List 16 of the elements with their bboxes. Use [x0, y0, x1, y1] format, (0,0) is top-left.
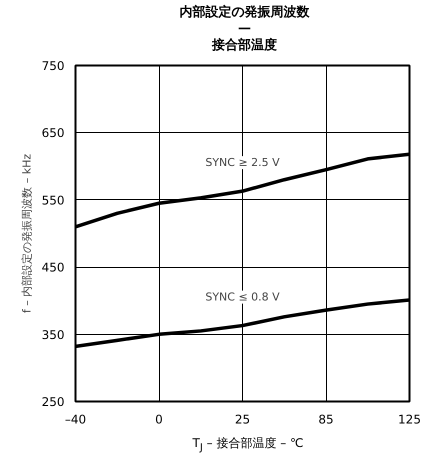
- annotation: SYNC ≥ 2.5 V: [205, 156, 280, 169]
- y-axis-title: f – 内部設定の発振周波数 – kHz: [20, 153, 34, 313]
- annotation: SYNC ≤ 0.8 V: [205, 290, 280, 304]
- y-tick-label: 650: [42, 126, 64, 140]
- x-tick-label: 25: [234, 412, 250, 426]
- y-tick-label: 450: [42, 260, 64, 274]
- x-tick-label: 0: [155, 412, 163, 426]
- y-tick-label: 250: [42, 394, 64, 409]
- y-tick-label: 550: [42, 193, 64, 208]
- y-tick-label: 750: [42, 58, 64, 73]
- x-tick-label: 85: [318, 412, 334, 426]
- x-tick-label: 125: [398, 412, 421, 426]
- x-tick-label: –40: [64, 412, 86, 426]
- chart-title: 内部設定の発振周波数 — 接合部温度: [180, 5, 310, 54]
- x-axis-title: T$_{J}$ – 接合部温度 – ℃: [192, 434, 304, 456]
- y-tick-label: 350: [42, 328, 64, 342]
